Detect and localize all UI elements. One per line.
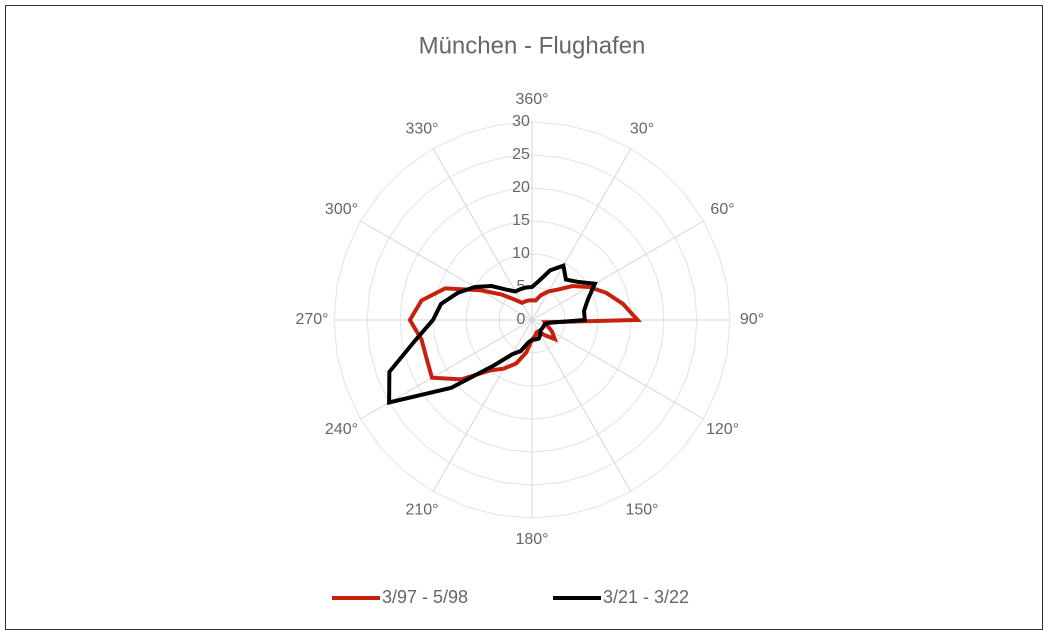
r-tick-label: 10 <box>512 245 530 262</box>
spoke <box>432 319 533 492</box>
spoke <box>531 319 704 420</box>
r-tick-label: 15 <box>512 212 530 229</box>
r-tick-label: 5 <box>517 278 526 295</box>
angle-label: 120° <box>706 421 739 438</box>
r-tick-label: 20 <box>512 179 530 196</box>
series-area <box>387 263 598 406</box>
r-tick-label: 0 <box>517 311 526 328</box>
r-tick-label: 30 <box>512 113 530 130</box>
angle-label: 300° <box>325 201 358 218</box>
spoke <box>531 220 704 321</box>
r-tick-label: 25 <box>512 146 530 163</box>
angle-label: 30° <box>630 121 654 138</box>
chart-title: München - Flughafen <box>419 32 646 59</box>
spoke <box>531 319 632 492</box>
angle-label: 210° <box>405 502 438 519</box>
spoke <box>360 220 533 321</box>
angle-label: 240° <box>325 421 358 438</box>
angle-label: 90° <box>740 311 764 328</box>
legend-label: 3/21 - 3/22 <box>603 587 689 607</box>
angle-label: 330° <box>405 121 438 138</box>
angle-label: 360° <box>515 91 548 108</box>
angle-label: 60° <box>710 201 734 218</box>
angle-label: 150° <box>625 502 658 519</box>
angle-label: 270° <box>295 311 328 328</box>
frame <box>5 5 1043 630</box>
angle-label: 180° <box>515 531 548 548</box>
legend-label: 3/97 - 5/98 <box>382 587 468 607</box>
